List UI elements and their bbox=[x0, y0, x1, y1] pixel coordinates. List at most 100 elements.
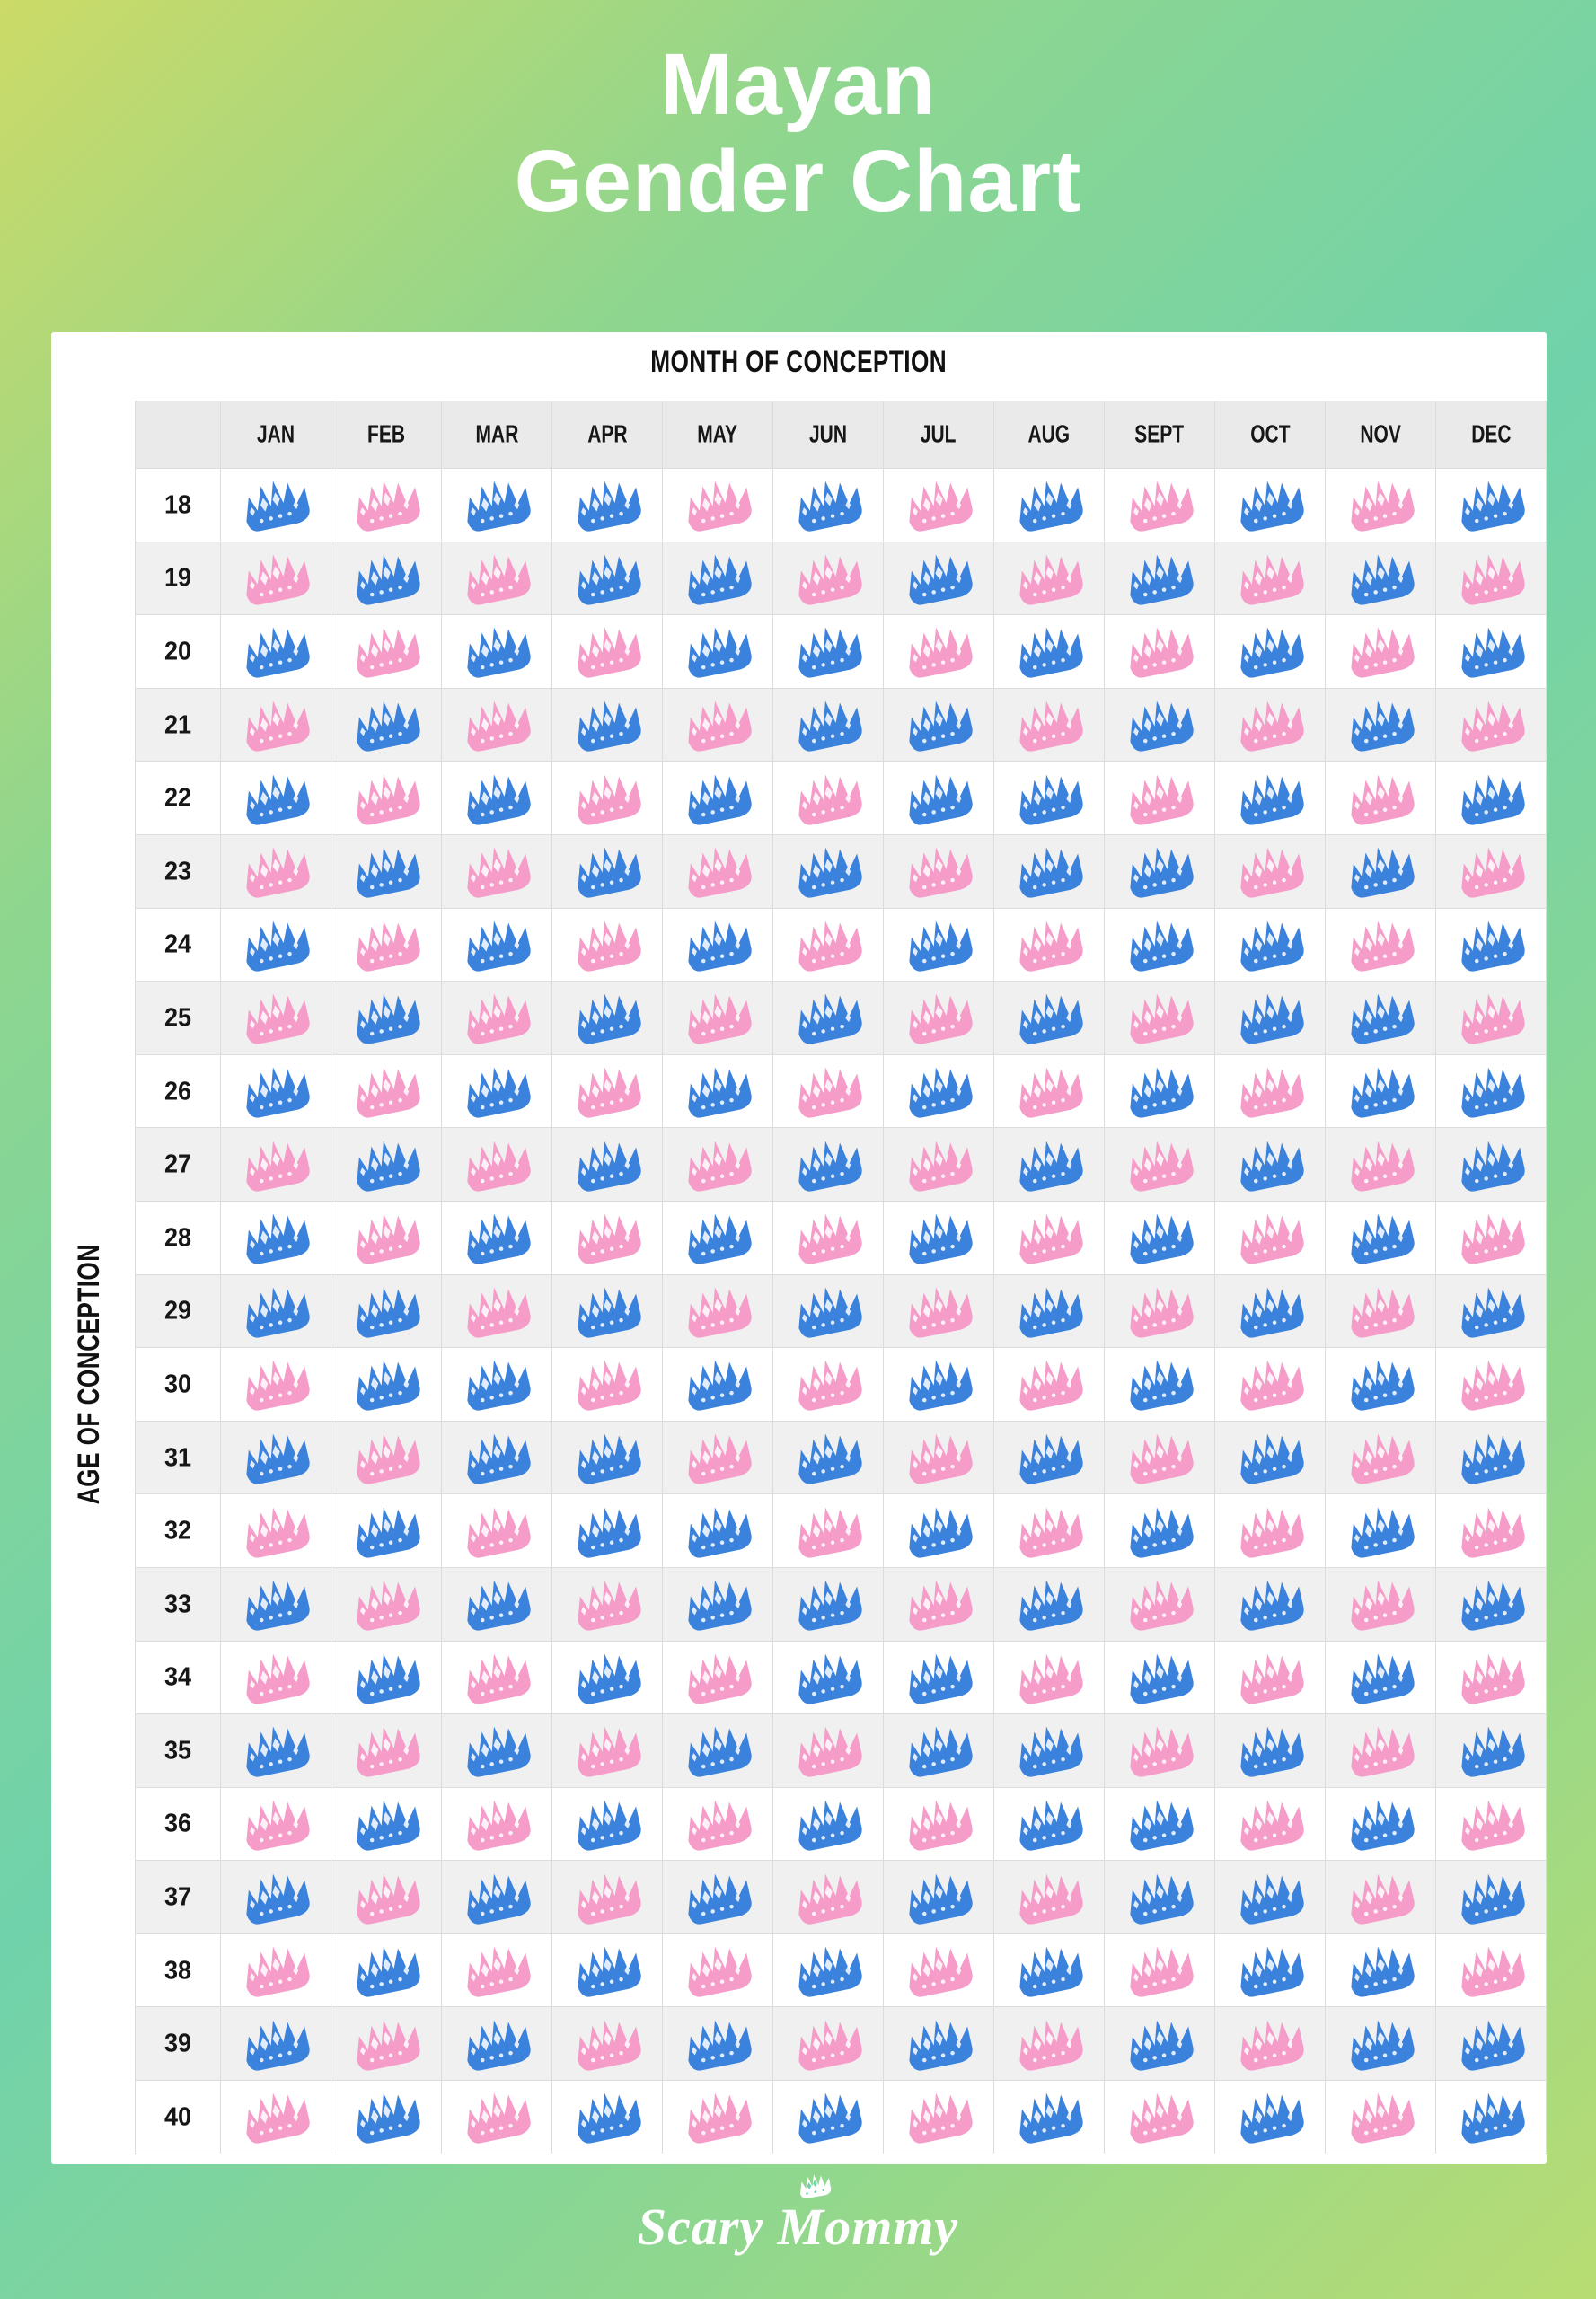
crown-icon-boy bbox=[798, 1653, 862, 1704]
age-row-22: 22 bbox=[135, 761, 1547, 835]
crown-icon-boy bbox=[1351, 1507, 1415, 1558]
crown-icon-girl bbox=[578, 627, 641, 679]
crown-icon-boy bbox=[1240, 1433, 1304, 1484]
gender-cell-34-feb bbox=[331, 1640, 442, 1715]
gender-cell-35-apr bbox=[551, 1713, 663, 1788]
gender-cell-32-jan bbox=[220, 1493, 331, 1568]
crown-icon-boy bbox=[246, 920, 310, 972]
gender-cell-20-jul bbox=[883, 614, 994, 689]
age-label-26: 26 bbox=[135, 1053, 221, 1129]
age-row-24: 24 bbox=[135, 907, 1547, 982]
crown-icon-boy bbox=[246, 1726, 310, 1778]
crown-icon-boy bbox=[688, 2020, 752, 2071]
gender-cell-36-oct bbox=[1214, 1786, 1326, 1862]
crown-icon-boy bbox=[467, 1726, 531, 1778]
month-header-aug: AUG bbox=[993, 401, 1105, 469]
crown-icon-girl bbox=[357, 627, 420, 679]
crown-icon-boy bbox=[1130, 1653, 1194, 1704]
age-row-32: 32 bbox=[135, 1493, 1547, 1568]
gender-cell-19-dec bbox=[1435, 541, 1547, 616]
crown-icon-girl bbox=[357, 480, 420, 532]
age-row-28: 28 bbox=[135, 1200, 1547, 1275]
crown-icon-girl bbox=[246, 1946, 310, 1997]
gender-cell-37-jun bbox=[772, 1860, 884, 1934]
gender-cell-31-oct bbox=[1214, 1420, 1326, 1495]
crown-icon-boy bbox=[578, 993, 641, 1045]
crown-icon-girl bbox=[1461, 1653, 1525, 1704]
crown-icon-girl bbox=[1240, 700, 1304, 752]
gender-cell-26-mar bbox=[441, 1053, 552, 1129]
crown-icon-boy bbox=[688, 1213, 752, 1264]
gender-cell-28-mar bbox=[441, 1200, 552, 1275]
crown-icon-girl bbox=[578, 1873, 641, 1925]
gender-cell-19-sept bbox=[1104, 541, 1215, 616]
crown-icon-boy bbox=[1351, 1360, 1415, 1412]
crown-icon-boy bbox=[357, 700, 420, 752]
crown-icon-boy bbox=[909, 1653, 973, 1704]
gender-cell-18-jan bbox=[220, 468, 331, 542]
age-label-27: 27 bbox=[135, 1127, 221, 1202]
month-header-sept: SEPT bbox=[1104, 401, 1215, 469]
crown-icon-boy bbox=[798, 993, 862, 1045]
crown-icon-boy bbox=[1461, 1580, 1525, 1631]
gender-cell-40-nov bbox=[1325, 2080, 1436, 2154]
gender-cell-20-jun bbox=[772, 614, 884, 689]
gender-cell-30-sept bbox=[1104, 1347, 1215, 1422]
gender-cell-35-oct bbox=[1214, 1713, 1326, 1788]
gender-cell-28-feb bbox=[331, 1200, 442, 1275]
gender-cell-38-dec bbox=[1435, 1933, 1547, 2008]
gender-cell-19-jun bbox=[772, 541, 884, 616]
crown-icon-girl bbox=[1130, 480, 1194, 532]
gender-cell-22-apr bbox=[551, 761, 663, 835]
gender-cell-28-jul bbox=[883, 1200, 994, 1275]
gender-cell-33-may bbox=[662, 1566, 773, 1642]
gender-cell-23-jul bbox=[883, 833, 994, 909]
gender-cell-34-oct bbox=[1214, 1640, 1326, 1715]
gender-cell-31-nov bbox=[1325, 1420, 1436, 1495]
crown-icon-girl bbox=[357, 1213, 420, 1264]
crown-icon-girl bbox=[246, 1800, 310, 1851]
crown-icon-girl bbox=[688, 1287, 752, 1338]
crown-icon-boy bbox=[798, 1141, 862, 1192]
crown-icon-girl bbox=[246, 847, 310, 898]
crown-icon-boy bbox=[357, 1800, 420, 1851]
gender-cell-26-jan bbox=[220, 1053, 331, 1129]
crown-icon-boy bbox=[1351, 847, 1415, 898]
gender-cell-29-sept bbox=[1104, 1273, 1215, 1349]
gender-cell-38-jul bbox=[883, 1933, 994, 2008]
gender-cell-38-mar bbox=[441, 1933, 552, 2008]
crown-icon-boy bbox=[798, 1580, 862, 1631]
crown-icon-boy bbox=[578, 1433, 641, 1484]
crown-icon-girl bbox=[1461, 700, 1525, 752]
crown-icon-boy bbox=[1240, 1873, 1304, 1925]
age-label-20: 20 bbox=[135, 614, 221, 689]
table-body: 18 19 20 21 22 23 24 25 26 27 28 29 30 31 32 33 34 35 36 37… bbox=[135, 468, 1547, 2154]
age-row-29: 29 bbox=[135, 1273, 1547, 1349]
age-row-40: 40 bbox=[135, 2080, 1547, 2154]
gender-cell-33-jul bbox=[883, 1566, 994, 1642]
age-label-19: 19 bbox=[135, 541, 221, 616]
gender-cell-25-jan bbox=[220, 981, 331, 1055]
crown-icon-girl bbox=[357, 1580, 420, 1631]
gender-cell-39-dec bbox=[1435, 2006, 1547, 2082]
gender-cell-35-sept bbox=[1104, 1713, 1215, 1788]
gender-cell-20-may bbox=[662, 614, 773, 689]
crown-icon-girl bbox=[1130, 1433, 1194, 1484]
gender-cell-22-oct bbox=[1214, 761, 1326, 835]
gender-cell-37-nov bbox=[1325, 1860, 1436, 1934]
gender-cell-35-jul bbox=[883, 1713, 994, 1788]
gender-cell-25-oct bbox=[1214, 981, 1326, 1055]
gender-cell-26-oct bbox=[1214, 1053, 1326, 1129]
gender-cell-18-oct bbox=[1214, 468, 1326, 542]
gender-cell-30-mar bbox=[441, 1347, 552, 1422]
age-label-28: 28 bbox=[135, 1200, 221, 1275]
crown-icon-girl bbox=[688, 1800, 752, 1851]
gender-cell-37-jul bbox=[883, 1860, 994, 1934]
crown-icon-boy bbox=[1019, 1800, 1083, 1851]
crown-icon-girl bbox=[1240, 554, 1304, 605]
gender-cell-28-oct bbox=[1214, 1200, 1326, 1275]
gender-cell-38-apr bbox=[551, 1933, 663, 2008]
crown-icon-girl bbox=[798, 1507, 862, 1558]
crown-icon-girl bbox=[578, 1726, 641, 1778]
crown-icon-girl bbox=[1351, 627, 1415, 679]
